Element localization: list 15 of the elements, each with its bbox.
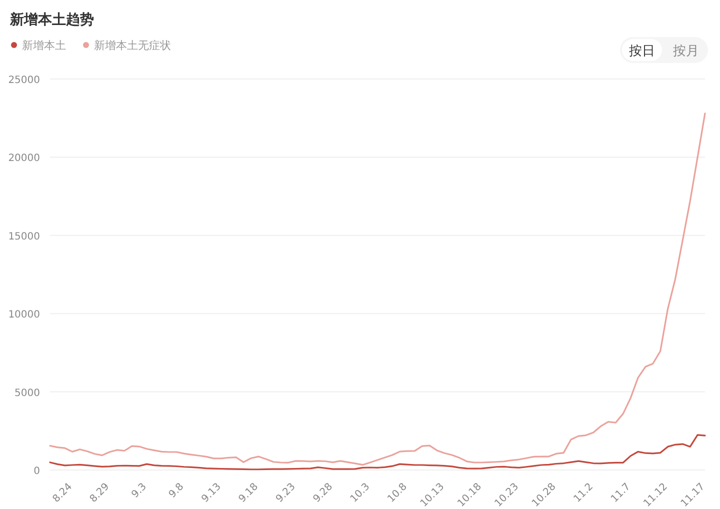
y-tick-label: 10000 xyxy=(8,310,40,321)
x-tick-label: 9.3 xyxy=(130,481,149,500)
line-series xyxy=(49,112,706,466)
text: 按月 xyxy=(673,44,699,59)
legend-label: 新增本土 xyxy=(22,39,66,52)
legend-label: 新增本土无症状 xyxy=(94,39,171,52)
text: 按日 xyxy=(629,44,655,59)
y-tick-label: 20000 xyxy=(8,153,40,164)
y-tick-label: 5000 xyxy=(14,388,40,399)
chart-title: 新增本土趋势 xyxy=(9,11,94,28)
y-tick-label: 0 xyxy=(34,466,40,477)
x-tick-label: 9.8 xyxy=(167,481,186,500)
y-tick-label: 15000 xyxy=(8,231,40,242)
line-series xyxy=(49,434,706,470)
y-tick-label: 25000 xyxy=(8,75,40,86)
